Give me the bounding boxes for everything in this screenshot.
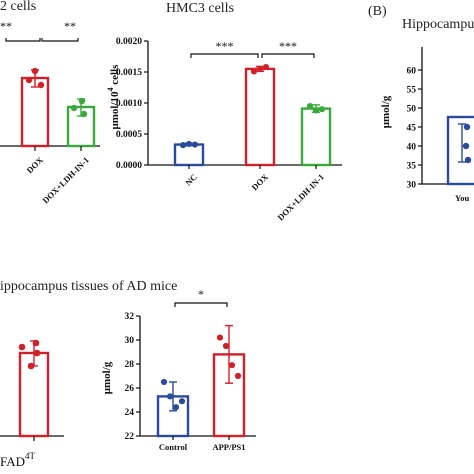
ad-ylabel: μmol/g xyxy=(101,361,113,394)
top-left-chart-fragment: 2 cells ** ** DOX DOX+LDH-IN-1 xyxy=(0,0,100,205)
data-point xyxy=(178,398,186,405)
significance-label: *** xyxy=(216,39,234,53)
hippocampus-y-tick-label: 45 xyxy=(407,124,417,134)
hippocampus-y-tick-label: 50 xyxy=(407,105,417,115)
data-point xyxy=(216,334,224,341)
data-point xyxy=(172,404,180,411)
data-point xyxy=(191,141,199,148)
x-tick-label: DOX xyxy=(250,171,271,192)
top-left-title: 2 cells xyxy=(0,0,36,14)
top-left-bracket-2 xyxy=(41,38,79,42)
y-tick-label: 30 xyxy=(125,336,135,346)
bottom-left-title: ippocampus tissues of AD mice xyxy=(0,279,177,294)
hippocampus-xlabel: You xyxy=(455,193,469,203)
hmc3-ylabel: μmol/104 cells xyxy=(106,64,121,130)
bottom-left-point xyxy=(18,343,26,351)
hippocampus-ylabel: μmol/g xyxy=(380,95,392,128)
significance-bracket xyxy=(190,53,259,58)
hippocampus-y-tick-label: 30 xyxy=(407,181,417,191)
hippocampus-y-tick-label: 60 xyxy=(407,67,417,77)
y-tick-label: 22 xyxy=(125,432,135,442)
hippocampus-y-tick-label: 35 xyxy=(407,162,417,172)
bottom-left-chart-fragment: ippocampus tissues of AD mice FAD4T xyxy=(0,279,177,469)
top-left-sig-2: ** xyxy=(64,19,76,33)
y-tick-label: 32 xyxy=(125,312,135,322)
hippocampus-chart-fragment: (B) Hippocampus μmol/g 60 55 50 45 40 35 30 Yo… xyxy=(368,4,474,203)
data-point xyxy=(166,393,174,400)
x-tick-label: Control xyxy=(159,442,188,452)
data-point xyxy=(262,63,270,71)
data-point xyxy=(306,103,314,110)
bar xyxy=(300,107,332,167)
significance-bracket xyxy=(174,302,228,307)
data-point xyxy=(256,65,264,72)
hippocampus-point xyxy=(462,142,470,150)
significance-bracket xyxy=(261,53,315,58)
hippocampus-y-tick-label: 40 xyxy=(407,143,417,153)
hmc3-chart: HMC3 cells μmol/104 cells 0.0020 0.0015 0.… xyxy=(106,1,342,222)
data-point xyxy=(234,372,242,380)
bottom-left-point xyxy=(33,349,41,357)
bottom-left-point xyxy=(27,362,35,370)
x-tick-label: APP/PS1 xyxy=(212,442,245,452)
panel-b-label: (B) xyxy=(368,4,387,19)
top-left-point xyxy=(70,104,78,112)
data-point xyxy=(250,68,258,75)
hippocampus-bar-young xyxy=(446,115,474,186)
y-tick-label: 0.0005 xyxy=(116,130,142,140)
top-left-point xyxy=(78,97,86,105)
top-left-xlabel-ldh: DOX+LDH-IN-1 xyxy=(40,155,91,206)
top-left-point xyxy=(31,67,39,75)
hippocampus-title: Hippocampus xyxy=(402,17,474,32)
top-left-point xyxy=(80,110,88,118)
data-point xyxy=(228,362,236,369)
significance-label: *** xyxy=(279,39,297,53)
y-tick-label: 0.0020 xyxy=(116,37,142,47)
ad-mice-chart: μmol/g 32 30 28 26 24 22 Control APP/PS1 * xyxy=(101,287,256,452)
bottom-left-point xyxy=(32,339,40,347)
hmc3-title: HMC3 cells xyxy=(166,1,234,16)
data-point xyxy=(318,106,326,113)
significance-label: * xyxy=(198,287,204,301)
bar xyxy=(244,67,276,167)
data-point xyxy=(160,378,168,386)
top-left-point xyxy=(25,76,33,84)
hippocampus-y-tick-label: 55 xyxy=(407,86,417,96)
y-tick-label: 0.0010 xyxy=(116,99,142,109)
top-left-point xyxy=(37,81,45,89)
bar xyxy=(173,143,205,167)
y-tick-label: 24 xyxy=(125,408,135,418)
data-point xyxy=(185,140,193,148)
data-point xyxy=(312,107,320,114)
top-left-sig-1: ** xyxy=(0,19,12,33)
x-tick-label: DOX+LDH-IN-1 xyxy=(275,172,326,223)
data-point xyxy=(222,342,230,350)
y-tick-label: 28 xyxy=(125,360,135,370)
top-left-bar-dox xyxy=(20,76,50,148)
x-tick-label: NC xyxy=(183,172,199,188)
bottom-left-xlabel: FAD4T xyxy=(0,451,36,469)
top-left-xlabel-dox: DOX xyxy=(25,154,46,175)
data-point xyxy=(179,142,187,149)
hippocampus-point xyxy=(463,123,471,131)
y-tick-label: 0.0015 xyxy=(116,68,142,78)
y-tick-label: 26 xyxy=(125,384,135,394)
top-left-bracket-1 xyxy=(5,38,41,42)
hippocampus-point xyxy=(464,156,472,164)
y-tick-label: 0.0000 xyxy=(116,161,142,171)
